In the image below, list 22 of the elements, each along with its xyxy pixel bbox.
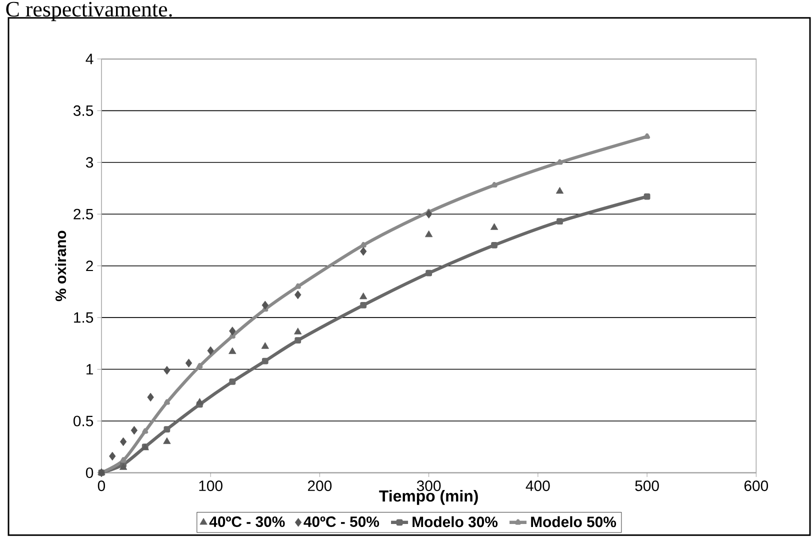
y-tick-label: 0.5: [74, 415, 94, 426]
y-tick-label: 2.5: [74, 208, 94, 220]
y-tick-label: 2: [86, 260, 93, 271]
y-tick-label: 0: [86, 467, 94, 478]
y-tick-label: 3.5: [73, 105, 94, 116]
x-tick-label: 600: [744, 480, 768, 491]
y-tick-label: 3: [86, 156, 94, 168]
legend-label: Modelo 30%: [412, 516, 498, 527]
x-tick-label: 300: [416, 480, 441, 491]
x-tick-label: 500: [635, 480, 659, 491]
x-tick-label: 400: [526, 480, 550, 491]
legend-label: 40ºC - 30%: [209, 516, 285, 527]
y-tick-label: 4: [86, 54, 94, 64]
text: C respectivamente.: [6, 2, 172, 21]
legend-label: 40ºC - 50%: [304, 516, 380, 527]
x-tick-label: 200: [308, 480, 332, 491]
y-tick-label: 1: [86, 364, 93, 374]
x-tick-label: 100: [199, 480, 222, 491]
y-tick-label: 1.5: [74, 312, 94, 323]
legend-label: Modelo 50%: [531, 516, 616, 527]
y-axis-title: % oxirano: [55, 230, 66, 301]
x-tick-label: 0: [98, 480, 106, 491]
